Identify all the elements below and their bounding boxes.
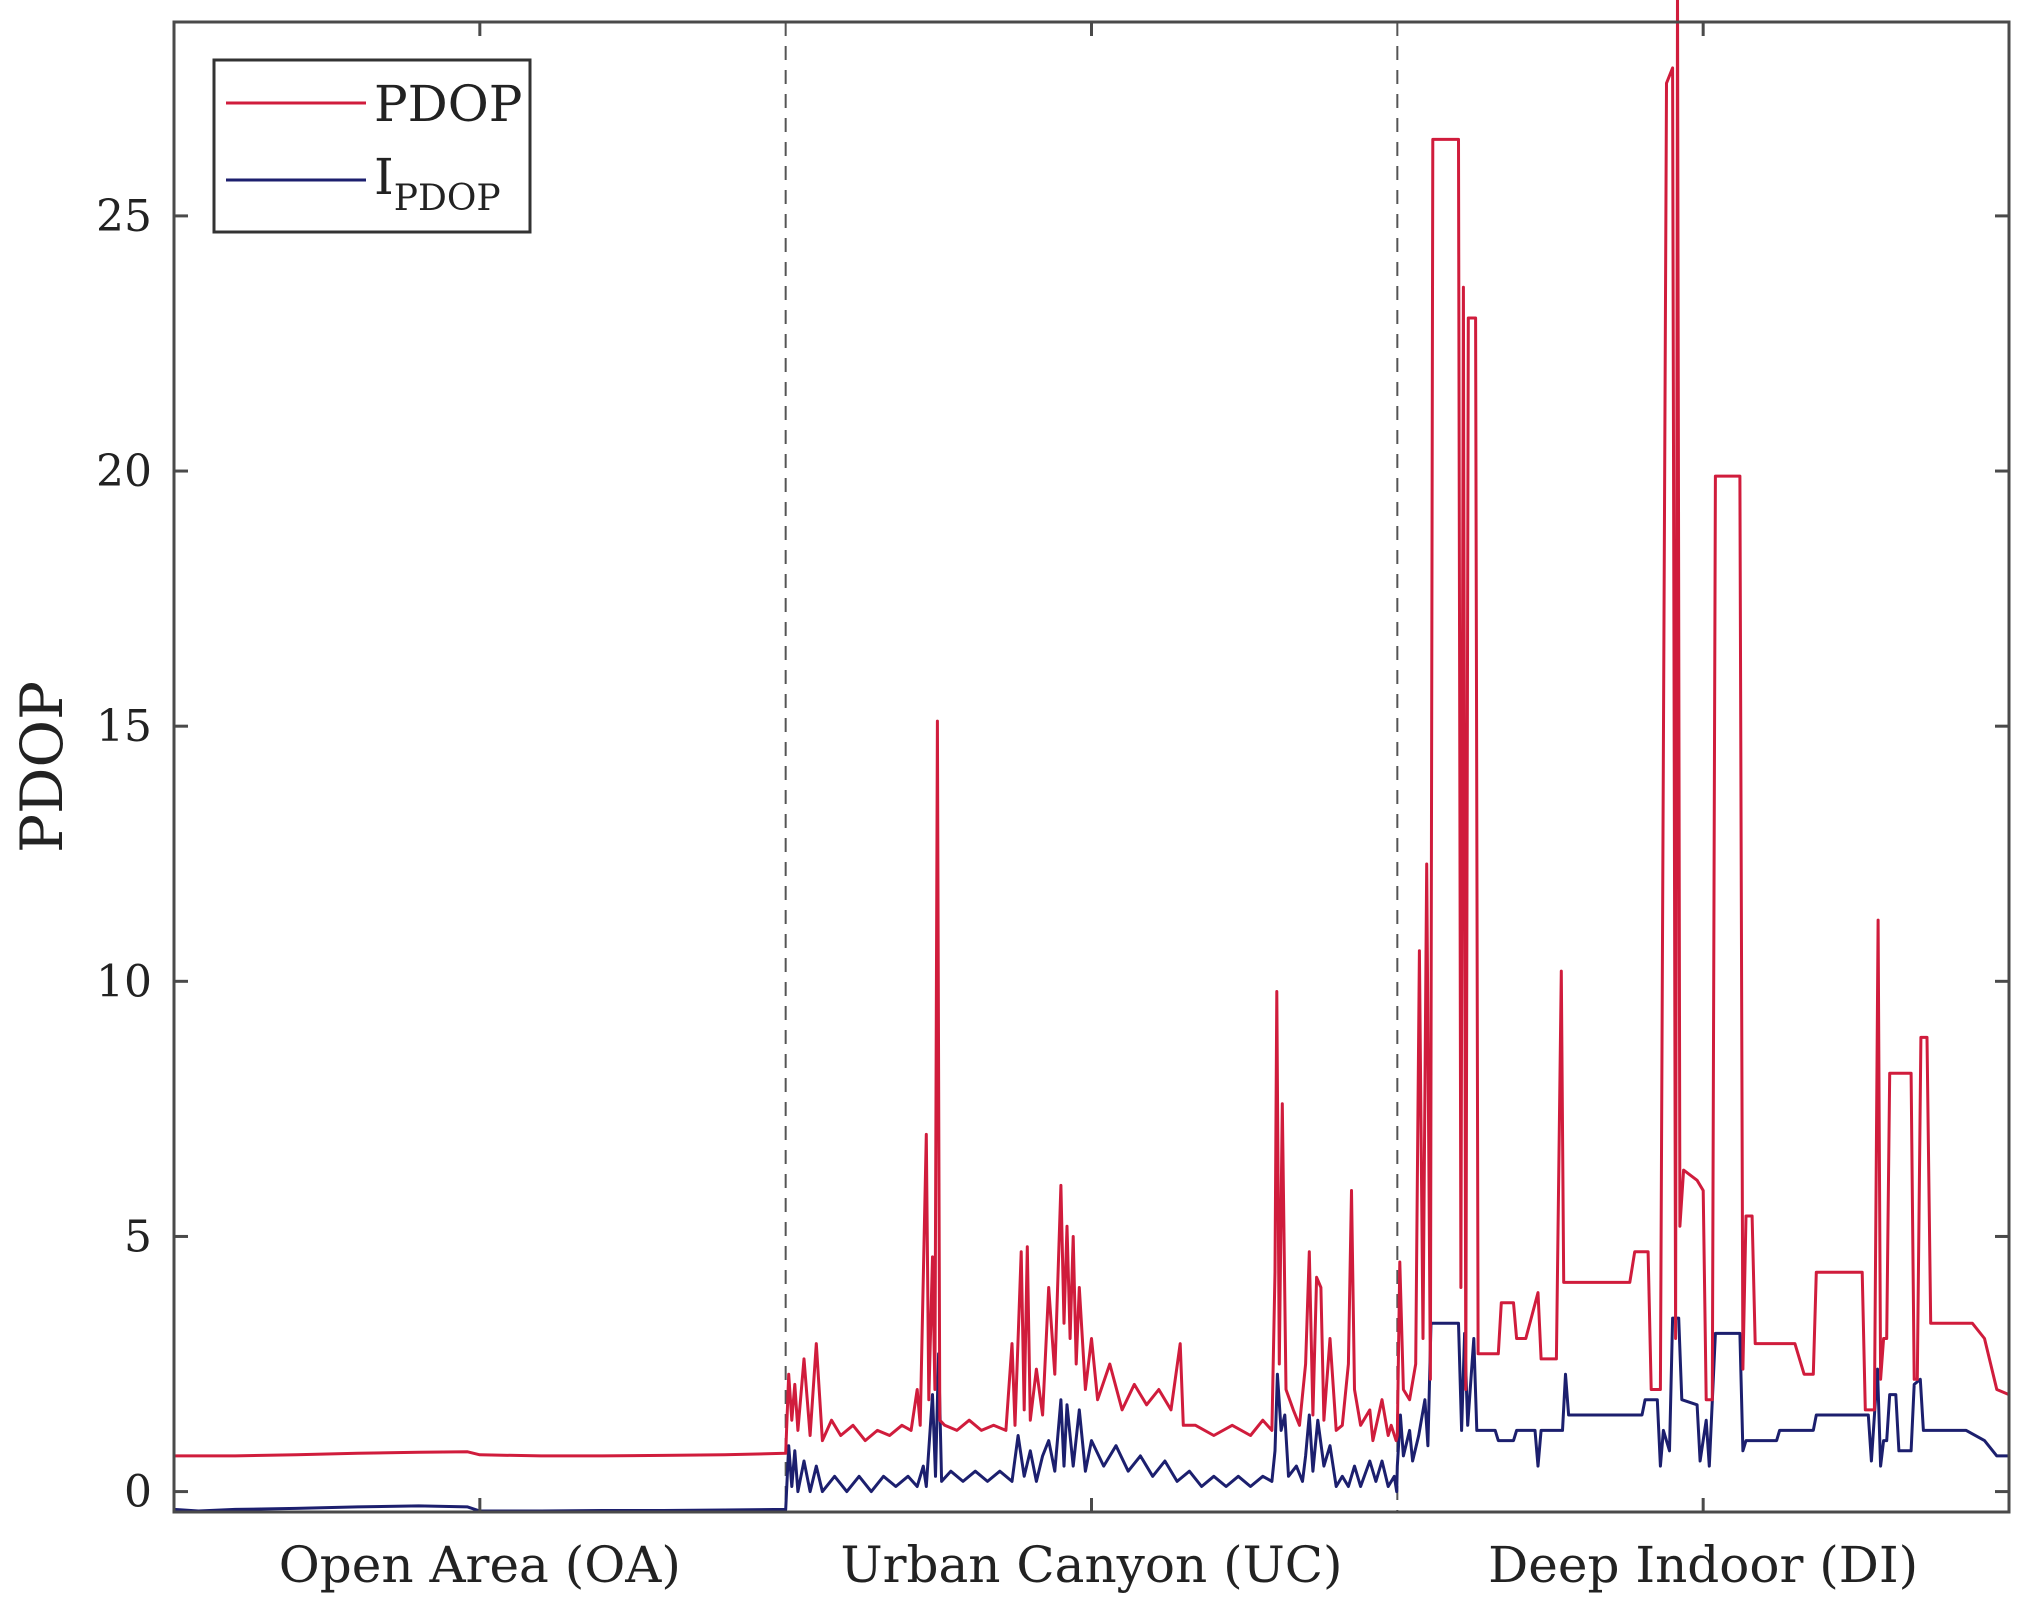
labels-layer: 0 5 10 15 20 25 Open Area (OA) Urban Canyon (UC… xyxy=(96,191,1918,1594)
series-line-pdop xyxy=(174,0,2010,1458)
legend-label-ipdop: IPDOP xyxy=(374,148,501,219)
region-dividers xyxy=(784,22,1399,1512)
region-label-2: Deep Indoor (DI) xyxy=(1488,1536,1918,1594)
y-axis-title: PDOP xyxy=(8,681,76,853)
y-tick-label-10: 10 xyxy=(96,956,152,1007)
y-tick-label-25: 25 xyxy=(96,191,152,242)
y-tick-label-5: 5 xyxy=(124,1211,152,1262)
legend: PDOP IPDOP xyxy=(212,58,532,234)
series-line-i-pdop xyxy=(173,1316,2009,1513)
ticks-layer xyxy=(174,22,2009,1512)
legend-box xyxy=(212,58,532,234)
legend-label-ipdop-main: I xyxy=(374,148,394,206)
region-label-1: Urban Canyon (UC) xyxy=(840,1536,1342,1594)
legend-label-ipdop-sub: PDOP xyxy=(394,178,501,219)
legend-label-pdop: PDOP xyxy=(374,75,522,133)
y-tick-label-0: 0 xyxy=(124,1467,152,1518)
series-layer xyxy=(173,0,2010,1513)
y-tick-label-20: 20 xyxy=(96,446,152,497)
y-tick-label-15: 15 xyxy=(96,701,152,752)
region-label-0: Open Area (OA) xyxy=(279,1536,681,1594)
